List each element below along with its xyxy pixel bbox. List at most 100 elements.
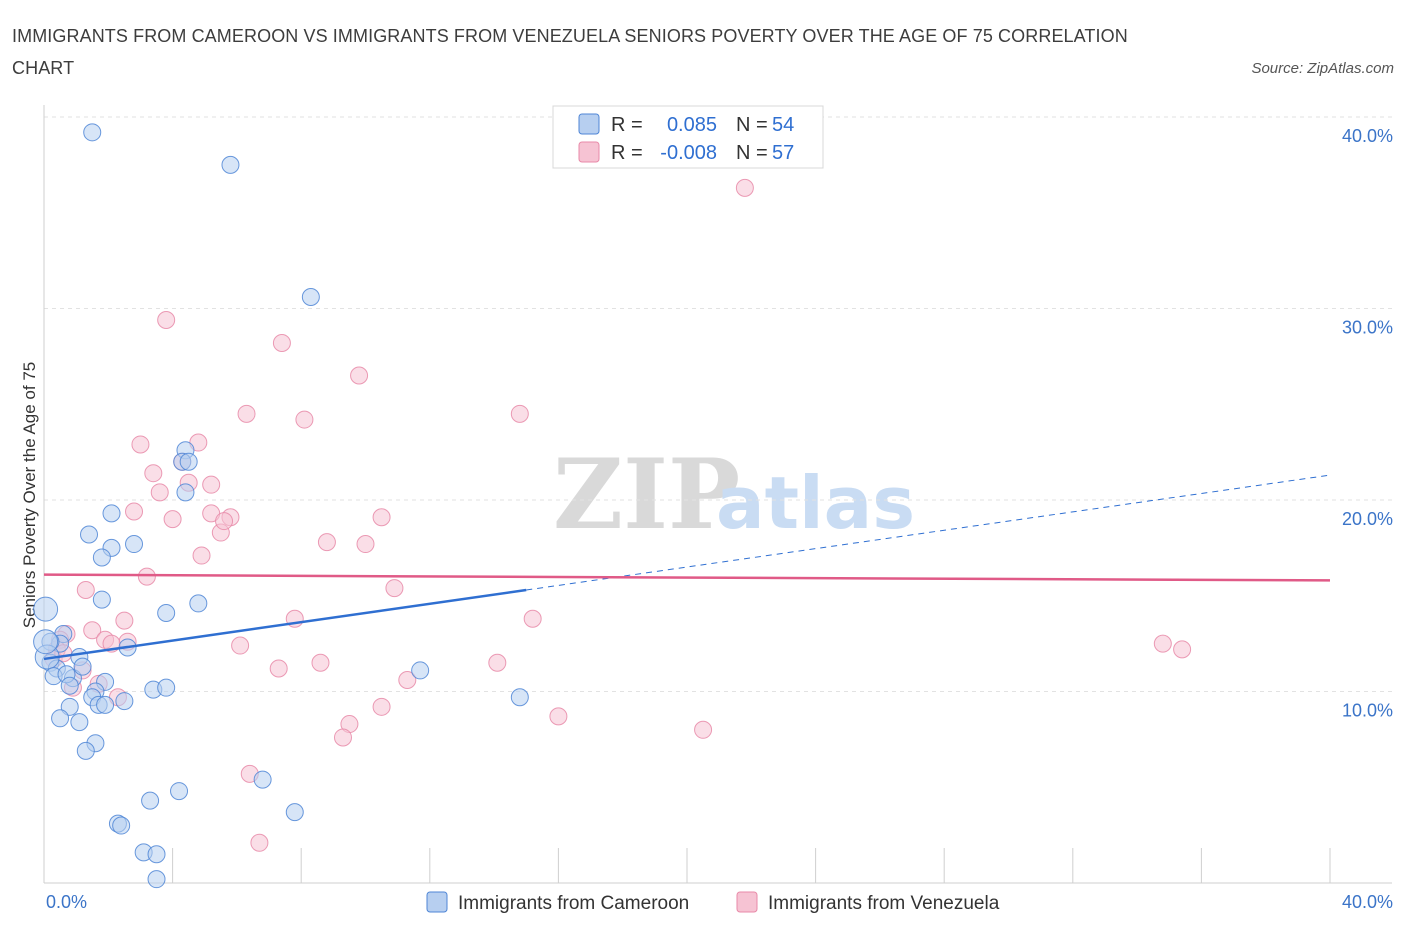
data-point <box>411 661 430 680</box>
series-legend-swatch-venezuela <box>736 891 758 913</box>
data-point <box>202 475 221 494</box>
data-point <box>237 404 256 423</box>
series-legend-swatch-cameroon <box>426 891 448 913</box>
data-point <box>176 483 195 502</box>
trend-line-cameroon-extrapolated <box>526 474 1331 591</box>
data-point <box>60 697 79 716</box>
stats-legend: R = 0.085 N = 54 R = -0.008 N = 57 <box>552 105 824 169</box>
y-tick-label: 20.0% <box>1342 509 1393 529</box>
data-point <box>549 707 568 726</box>
data-point <box>33 629 59 655</box>
data-point <box>102 504 121 523</box>
data-point <box>115 611 134 630</box>
data-point <box>163 510 182 529</box>
data-point <box>735 178 754 197</box>
data-point <box>356 535 375 554</box>
data-point <box>131 435 150 454</box>
y-tick-labels: 10.0% 20.0% 30.0% 40.0% <box>1342 126 1393 721</box>
data-point <box>192 546 211 565</box>
data-point <box>83 621 102 640</box>
data-point <box>285 803 304 822</box>
gridlines <box>44 116 1392 692</box>
watermark-atlas: atlas <box>716 461 915 545</box>
x-tick-label: 40.0% <box>1342 892 1393 912</box>
data-point <box>269 659 288 678</box>
data-point <box>51 709 70 728</box>
source-credit: Source: ZipAtlas.com <box>1251 60 1394 77</box>
legend-n-value-venezuela: 57 <box>772 142 794 164</box>
data-point <box>350 366 369 385</box>
watermark: ZIP atlas <box>553 438 915 551</box>
axes <box>43 105 1392 884</box>
data-point <box>73 657 92 676</box>
data-point <box>253 770 272 789</box>
data-point <box>125 502 144 521</box>
data-point <box>179 452 198 471</box>
data-point <box>317 533 336 552</box>
data-point <box>125 535 144 554</box>
watermark-zip: ZIP <box>553 438 740 551</box>
data-point <box>385 579 404 598</box>
data-point <box>150 483 169 502</box>
legend-r-label-venezuela: R = <box>611 142 643 164</box>
data-point <box>33 596 59 622</box>
data-point <box>231 636 250 655</box>
legend-r-value-cameroon: 0.085 <box>667 114 717 136</box>
legend-r-value-venezuela: -0.008 <box>660 142 717 164</box>
data-point <box>141 791 160 810</box>
data-point <box>272 333 291 352</box>
trend-lines <box>43 474 1331 661</box>
chart-title: IMMIGRANTS FROM CAMEROON VS IMMIGRANTS F… <box>12 26 1128 78</box>
data-point <box>523 609 542 628</box>
data-point <box>372 697 391 716</box>
trend-line-venezuela <box>43 573 1331 582</box>
data-point <box>147 845 166 864</box>
data-point <box>372 508 391 527</box>
data-points <box>33 123 1192 889</box>
legend-n-value-cameroon: 54 <box>772 114 794 136</box>
data-point <box>157 310 176 329</box>
data-point <box>70 713 89 732</box>
legend-swatch-cameroon <box>578 113 600 135</box>
data-point <box>137 567 156 586</box>
legend-n-label-venezuela: N = <box>736 142 768 164</box>
data-point <box>215 512 234 531</box>
data-point <box>144 464 163 483</box>
data-point <box>510 404 529 423</box>
data-point <box>250 833 269 852</box>
data-point <box>92 548 111 567</box>
data-point <box>76 741 95 760</box>
data-point <box>96 695 115 714</box>
data-point <box>488 653 507 672</box>
data-point <box>301 288 320 307</box>
series-legend-label-venezuela: Immigrants from Venezuela <box>768 893 1000 914</box>
legend-n-label-cameroon: N = <box>736 114 768 136</box>
y-tick-label: 40.0% <box>1342 126 1393 146</box>
y-tick-label: 30.0% <box>1342 318 1393 338</box>
data-point <box>92 590 111 609</box>
x-tick-label: 0.0% <box>46 892 87 912</box>
legend-swatch-venezuela <box>578 141 600 163</box>
data-point <box>80 525 99 544</box>
data-point <box>333 728 352 747</box>
data-point <box>157 678 176 697</box>
data-point <box>170 782 189 801</box>
data-point <box>510 688 529 707</box>
data-point <box>157 603 176 622</box>
x-tick-labels: 0.0% 40.0% <box>46 892 1393 912</box>
data-point <box>189 594 208 613</box>
data-point <box>147 870 166 889</box>
legend-r-label-cameroon: R = <box>611 114 643 136</box>
data-point <box>694 720 713 739</box>
data-point <box>295 410 314 429</box>
data-point <box>398 671 417 690</box>
data-point <box>221 155 240 174</box>
y-axis-label: Seniors Poverty Over the Age of 75 <box>20 362 39 628</box>
y-tick-label: 10.0% <box>1342 701 1393 721</box>
trend-line-cameroon <box>43 588 527 661</box>
data-point <box>311 653 330 672</box>
series-legend-label-cameroon: Immigrants from Cameroon <box>458 893 689 914</box>
series-points-cameroon <box>33 123 529 889</box>
data-point <box>60 676 79 695</box>
